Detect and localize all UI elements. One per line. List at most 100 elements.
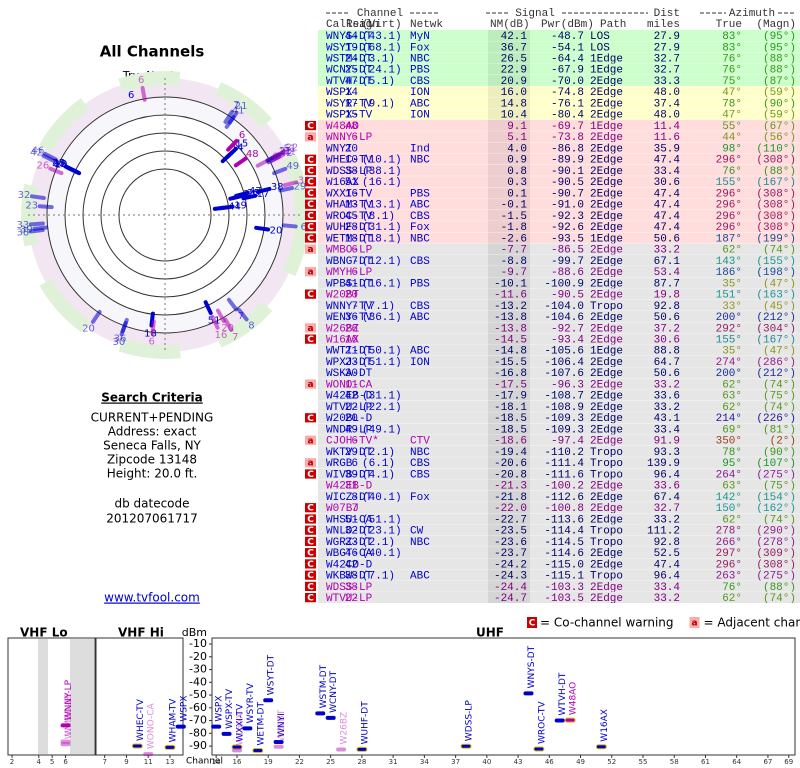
station-label: 33 — [17, 220, 30, 231]
cell: (74°) — [763, 379, 796, 391]
cell: 214° — [716, 413, 742, 425]
cell: -19.4 — [494, 447, 527, 459]
cell: 13 — [345, 200, 358, 212]
cell: -104.6 — [544, 312, 584, 324]
nm-cell-bg — [488, 490, 530, 503]
cell: 88.8 — [654, 346, 680, 358]
nm-cell-bg — [488, 569, 530, 581]
cell: 2Edge — [590, 155, 623, 167]
cell: ION — [410, 87, 430, 99]
cell: -17.9 — [494, 391, 527, 403]
station-marker — [218, 204, 235, 211]
cell: WKTV-DT — [326, 447, 373, 459]
cell: 37.4 — [654, 98, 681, 110]
cell: 296° — [716, 200, 742, 212]
cell: -90.1 — [551, 166, 584, 178]
group-header: Signal — [515, 8, 555, 20]
adjacent-icon — [305, 132, 316, 142]
station-marker — [272, 149, 287, 159]
cell: 47.4 — [654, 559, 681, 571]
station-label: 38 — [16, 227, 29, 238]
cell: -108.9 — [544, 402, 584, 414]
station-label: 7 — [238, 311, 244, 322]
cell: -112.6 — [544, 492, 584, 504]
cell: -110.2 — [544, 447, 584, 459]
cell: 91.9 — [654, 436, 680, 448]
cell: 96.4 — [654, 571, 681, 583]
cell: Ind — [410, 143, 430, 155]
cell: 2Edge — [590, 357, 623, 369]
column-header: Netwk — [410, 19, 443, 31]
station-marker — [29, 194, 46, 200]
cell: 264° — [716, 469, 742, 481]
cell: MyN — [410, 31, 430, 43]
signal-marker — [175, 724, 186, 729]
cell: (38.1) — [362, 166, 402, 178]
co-channel-icon — [305, 593, 316, 603]
cell: WSKA-DT — [326, 368, 373, 380]
cell: 24 — [345, 54, 359, 66]
cell: 33.2 — [654, 514, 680, 526]
row-bg — [318, 367, 800, 379]
station-label: 46 — [32, 145, 45, 156]
cell: 32 — [345, 526, 358, 538]
warning-symbol: C — [307, 234, 314, 244]
nm-cell-bg — [488, 468, 530, 480]
cell: (74°) — [763, 402, 796, 414]
signal-marker — [164, 744, 176, 750]
cell: 2Edge — [590, 143, 623, 155]
cell: -20.6 — [494, 458, 527, 470]
signal-label: WNYI — [277, 713, 287, 737]
cell: (56°) — [763, 132, 796, 144]
x-tick-label: 7 — [102, 758, 106, 766]
cell: 278° — [716, 526, 742, 538]
cell: WDSS-LP — [326, 582, 373, 594]
legend-icon — [527, 617, 537, 628]
signal-marker — [263, 698, 274, 703]
nm-cell-bg — [488, 221, 530, 233]
y-tick-label: -50 — [189, 688, 207, 701]
cell: WDSS-LP — [326, 166, 373, 178]
cell: -1.8 — [501, 222, 527, 234]
datecode-label: db datecode — [114, 497, 189, 511]
cell: 27.9 — [654, 31, 680, 43]
cell: -13.2 — [494, 301, 527, 313]
cell: (81°) — [763, 424, 796, 436]
cell: (24.1) — [362, 65, 402, 77]
link[interactable]: www.tvfool.com — [104, 591, 200, 605]
row-bg — [318, 468, 800, 480]
cell: 200° — [716, 312, 742, 324]
cell: WHSU-CA — [326, 514, 373, 526]
column-header: Real — [346, 19, 372, 31]
signal-label: WTVH-DT — [558, 672, 568, 715]
warning-symbol: a — [307, 245, 313, 255]
warning-symbol: C — [307, 515, 314, 525]
column-header: Pwr(dBm) — [541, 19, 594, 31]
row-bg — [318, 63, 800, 75]
cell: (278°) — [756, 537, 796, 549]
cell: -91.0 — [551, 200, 584, 212]
station-label: 48 — [246, 149, 259, 160]
cell: (308°) — [756, 559, 796, 571]
cell: (2°) — [770, 436, 796, 448]
cell: 139.9 — [647, 458, 680, 470]
cell: -108.7 — [544, 391, 584, 403]
cell: (8.1) — [362, 211, 395, 223]
cell: (75°) — [763, 391, 796, 403]
station-label: 28 — [52, 158, 65, 169]
cell: (5.1) — [362, 76, 395, 88]
row-bg — [318, 311, 800, 323]
cell: Tropo — [590, 526, 623, 538]
x-tick-label: 69 — [784, 758, 793, 766]
cell: (2.1) — [362, 537, 395, 549]
cell: WGRZ-DT — [326, 537, 373, 549]
cell: 28 — [345, 222, 358, 234]
station-marker — [226, 138, 239, 152]
signal-label: WNYS-DT — [527, 645, 537, 688]
cell: 62° — [722, 402, 742, 414]
cell: 45 — [345, 211, 358, 223]
cell: 2Edge — [590, 492, 623, 504]
cell: 2Edge — [590, 87, 623, 99]
warning-symbol: C — [307, 526, 314, 536]
cell: 47° — [722, 87, 742, 99]
